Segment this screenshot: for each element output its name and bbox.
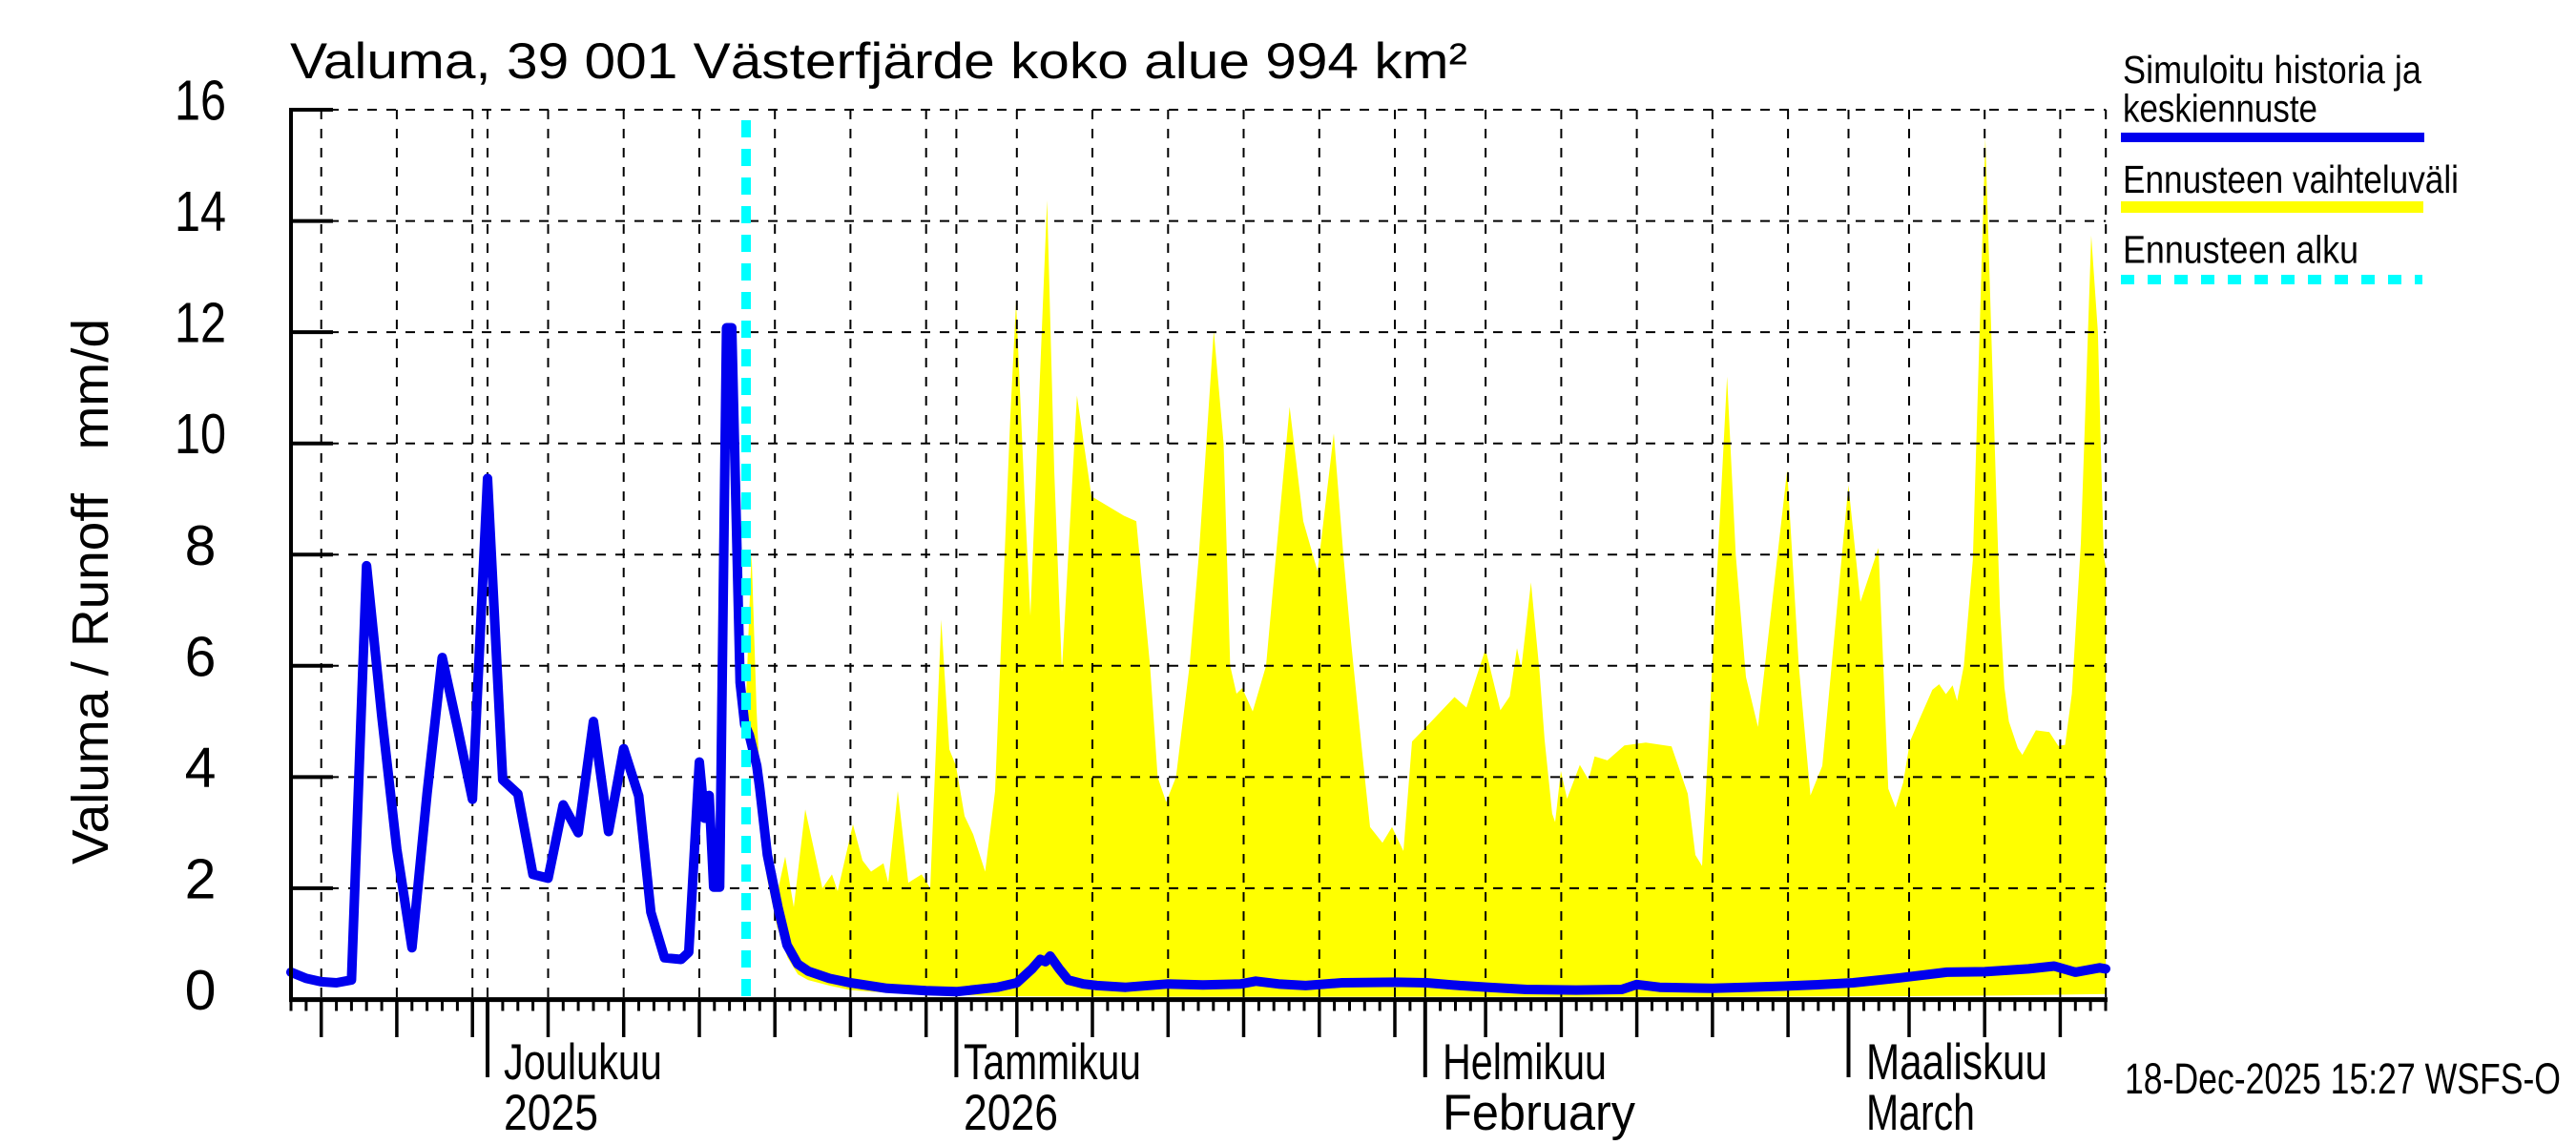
svg-text:Helmikuu: Helmikuu <box>1443 1034 1607 1091</box>
svg-text:Ennusteen vaihteluväli: Ennusteen vaihteluväli <box>2123 157 2459 201</box>
svg-text:6: 6 <box>185 625 217 688</box>
svg-text:10: 10 <box>175 403 226 466</box>
svg-text:0: 0 <box>185 959 217 1022</box>
svg-text:Tammikuu: Tammikuu <box>964 1034 1141 1091</box>
svg-text:March: March <box>1866 1085 1975 1141</box>
svg-text:Valuma / Runoff mm/d: Valuma / Runoff mm/d <box>62 319 119 864</box>
svg-text:4: 4 <box>185 737 217 800</box>
svg-text:8: 8 <box>185 514 217 577</box>
svg-text:February: February <box>1443 1085 1635 1141</box>
svg-text:Simuloitu historia ja: Simuloitu historia ja <box>2123 48 2421 92</box>
svg-text:12: 12 <box>175 292 226 355</box>
svg-text:2026: 2026 <box>964 1085 1058 1141</box>
svg-text:Valuma, 39 001 Västerfjärde ko: Valuma, 39 001 Västerfjärde koko alue 99… <box>290 33 1467 90</box>
svg-text:14: 14 <box>175 180 226 243</box>
svg-text:keskiennuste: keskiennuste <box>2123 86 2317 130</box>
svg-text:Joulukuu: Joulukuu <box>504 1034 662 1091</box>
svg-text:Maaliskuu: Maaliskuu <box>1866 1034 2047 1091</box>
svg-text:2: 2 <box>185 847 217 910</box>
svg-text:2025: 2025 <box>504 1085 598 1141</box>
svg-text:16: 16 <box>175 70 226 133</box>
svg-text:Ennusteen alku: Ennusteen alku <box>2123 228 2358 272</box>
svg-text:18-Dec-2025 15:27 WSFS-O: 18-Dec-2025 15:27 WSFS-O <box>2125 1054 2561 1103</box>
